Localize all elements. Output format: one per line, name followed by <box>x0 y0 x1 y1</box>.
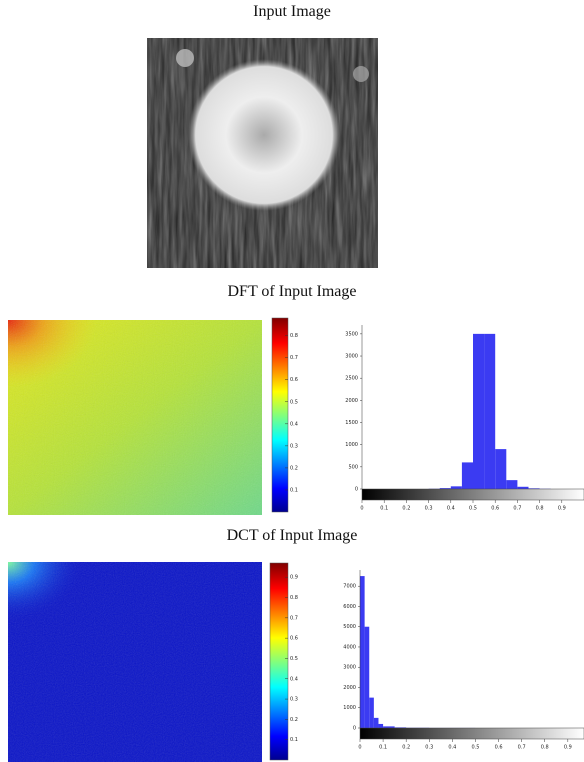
x-tick-label: 0.2 <box>402 745 410 751</box>
x-tick-label: 0.6 <box>491 506 499 512</box>
histogram-bar <box>383 726 395 728</box>
colorbar-tick-label: 0.5 <box>290 656 298 662</box>
y-tick-label: 1000 <box>343 705 356 711</box>
colorbar-tick-label: 0.8 <box>290 333 298 339</box>
colorbar-tick-label: 0.6 <box>290 377 298 383</box>
y-tick-label: 3500 <box>345 331 358 337</box>
panel-title: DFT of Input Image <box>227 283 356 300</box>
x-tick-label: 0.6 <box>495 745 503 751</box>
histogram-bar <box>484 333 496 489</box>
panel-title: Input Image <box>253 3 331 20</box>
y-tick-label: 3000 <box>345 354 358 360</box>
y-tick-label: 5000 <box>343 624 356 630</box>
y-tick-label: 500 <box>348 464 358 470</box>
x-tick-label: 0.8 <box>541 745 549 751</box>
x-tick-label: 0.7 <box>513 506 521 512</box>
input-photo <box>147 38 378 268</box>
x-tick-label: 0 <box>358 745 361 751</box>
y-tick-label: 7000 <box>343 584 356 590</box>
histogram-bar <box>528 488 540 489</box>
histogram-bar <box>369 697 374 728</box>
histogram-bar <box>461 462 473 489</box>
heatmap-noise <box>8 562 262 762</box>
y-tick-label: 0 <box>353 726 356 732</box>
histogram-bar <box>394 727 407 728</box>
histogram-bar <box>450 486 462 489</box>
x-tick-label: 0.2 <box>402 506 410 512</box>
y-tick-label: 2500 <box>345 376 358 382</box>
colorbar-tick-label: 0.7 <box>290 615 298 621</box>
panel-title: DCT of Input Image <box>227 527 358 544</box>
photo-bud <box>353 66 369 82</box>
histogram-bar <box>439 488 451 489</box>
histogram-bar <box>473 333 485 489</box>
x-tick-label: 0.4 <box>447 506 455 512</box>
x-tick-label: 0.5 <box>469 506 477 512</box>
x-tick-label: 0.7 <box>518 745 526 751</box>
histogram-bar <box>360 576 365 728</box>
colorbar-tick-label: 0.9 <box>290 575 298 581</box>
histogram-bar <box>517 486 529 489</box>
y-tick-label: 2000 <box>343 685 356 691</box>
photo-flower <box>188 59 340 211</box>
photo-bud <box>176 49 194 67</box>
x-tick-label: 0.3 <box>425 745 433 751</box>
colorbar-tick-label: 0.5 <box>290 399 298 405</box>
colorbar-tick-label: 0.2 <box>290 465 298 471</box>
x-tick-label: 0.3 <box>425 506 433 512</box>
y-tick-label: 2000 <box>345 398 358 404</box>
y-tick-label: 0 <box>355 487 358 493</box>
histogram-bar <box>364 626 370 728</box>
colorbar-tick-label: 0.4 <box>290 421 298 427</box>
colorbar-tick-label: 0.3 <box>290 697 298 703</box>
histogram-bar <box>373 717 379 728</box>
gray-scale-bar <box>359 727 584 740</box>
histogram-bar <box>506 480 518 489</box>
x-tick-label: 0 <box>360 506 363 512</box>
colorbar-tick-label: 0.3 <box>290 443 298 449</box>
colorbar-tick-label: 0.4 <box>290 676 298 682</box>
x-tick-label: 0.5 <box>471 745 479 751</box>
histogram-bar <box>495 449 507 489</box>
histogram-bar <box>378 723 384 728</box>
colorbar <box>271 317 289 513</box>
colorbar-tick-label: 0.1 <box>290 737 298 743</box>
colorbar-tick-label: 0.7 <box>290 355 298 361</box>
x-tick-label: 0.9 <box>558 506 566 512</box>
gray-scale-bar <box>361 488 584 501</box>
x-tick-label: 0.9 <box>564 745 572 751</box>
y-tick-label: 4000 <box>343 644 356 650</box>
colorbar-tick-label: 0.2 <box>290 717 298 723</box>
colorbar-tick-label: 0.1 <box>290 487 298 493</box>
x-tick-label: 0.8 <box>536 506 544 512</box>
colorbar <box>269 562 289 761</box>
y-tick-label: 6000 <box>343 604 356 610</box>
x-tick-label: 0.1 <box>379 745 387 751</box>
colorbar-tick-label: 0.6 <box>290 636 298 642</box>
y-tick-label: 1000 <box>345 442 358 448</box>
heatmap-noise <box>8 320 262 515</box>
y-tick-label: 3000 <box>343 665 356 671</box>
x-tick-label: 0.1 <box>380 506 388 512</box>
colorbar-tick-label: 0.8 <box>290 595 298 601</box>
y-tick-label: 1500 <box>345 420 358 426</box>
x-tick-label: 0.4 <box>448 745 456 751</box>
